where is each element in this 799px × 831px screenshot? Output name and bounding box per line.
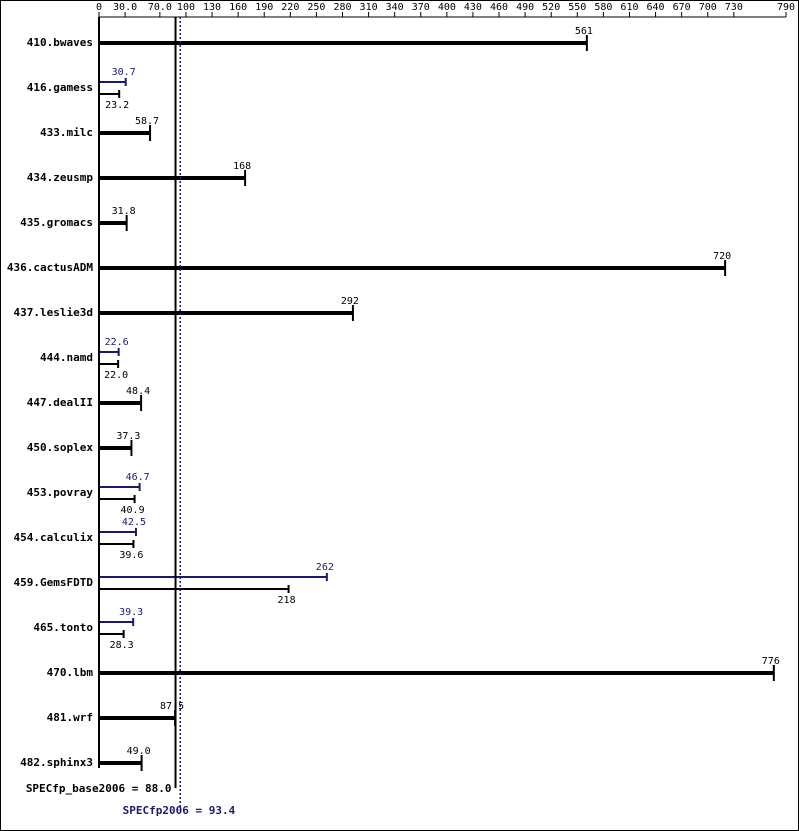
- category-label: 450.soplex: [27, 441, 94, 454]
- category-label: 453.povray: [27, 486, 94, 499]
- value-label: 40.9: [121, 505, 145, 516]
- value-label: 23.2: [105, 100, 129, 111]
- x-tick-label: 550: [568, 2, 586, 13]
- category-label: 434.zeusmp: [27, 171, 94, 184]
- value-label: 168: [233, 161, 251, 172]
- category-label: 481.wrf: [47, 711, 93, 724]
- reference-label: SPECfp_base2006 = 88.0: [26, 782, 172, 795]
- x-tick-label: 520: [542, 2, 560, 13]
- value-label: 58.7: [135, 116, 159, 127]
- value-label: 776: [762, 656, 780, 667]
- value-label: 22.6: [105, 337, 129, 348]
- x-tick-label: 430: [464, 2, 482, 13]
- x-tick-label: 400: [438, 2, 456, 13]
- x-tick-label: 340: [386, 2, 404, 13]
- x-tick-label: 0: [96, 2, 102, 13]
- x-tick-label: 100: [177, 2, 195, 13]
- value-label: 561: [575, 26, 593, 37]
- category-label: 465.tonto: [33, 621, 93, 634]
- value-label: 22.0: [104, 370, 128, 381]
- x-tick-label: 190: [255, 2, 273, 13]
- x-tick-label: 220: [281, 2, 299, 13]
- category-label: 482.sphinx3: [20, 756, 93, 769]
- x-tick-label: 280: [333, 2, 351, 13]
- value-label: 42.5: [122, 517, 146, 528]
- value-label: 49.0: [127, 746, 151, 757]
- value-label: 48.4: [126, 386, 150, 397]
- category-label: 433.milc: [40, 126, 93, 139]
- x-tick-label: 30.0: [113, 2, 137, 13]
- value-label: 39.6: [119, 550, 143, 561]
- value-label: 28.3: [110, 640, 134, 651]
- x-tick-label: 670: [673, 2, 691, 13]
- x-tick-label: 370: [412, 2, 430, 13]
- category-label: 437.leslie3d: [14, 306, 93, 319]
- category-label: 436.cactusADM: [7, 261, 93, 274]
- value-label: 87.5: [160, 701, 184, 712]
- x-tick-label: 160: [229, 2, 247, 13]
- value-label: 46.7: [126, 472, 150, 483]
- category-label: 470.lbm: [47, 666, 94, 679]
- value-label: 37.3: [116, 431, 140, 442]
- value-label: 292: [341, 296, 359, 307]
- x-tick-label: 790: [777, 2, 795, 13]
- category-label: 416.gamess: [27, 81, 93, 94]
- x-tick-label: 490: [516, 2, 534, 13]
- category-label: 447.dealII: [27, 396, 93, 409]
- x-tick-label: 130: [203, 2, 221, 13]
- reference-label: SPECfp2006 = 93.4: [123, 804, 236, 817]
- x-tick-label: 580: [594, 2, 612, 13]
- value-label: 218: [278, 595, 296, 606]
- x-tick-label: 310: [360, 2, 378, 13]
- category-label: 459.GemsFDTD: [14, 576, 94, 589]
- x-tick-label: 250: [307, 2, 325, 13]
- value-label: 39.3: [119, 607, 143, 618]
- value-label: 262: [316, 562, 334, 573]
- x-tick-label: 730: [725, 2, 743, 13]
- category-label: 454.calculix: [14, 531, 94, 544]
- x-tick-label: 610: [620, 2, 638, 13]
- x-tick-label: 640: [647, 2, 665, 13]
- category-label: 444.namd: [40, 351, 93, 364]
- x-tick-label: 700: [699, 2, 717, 13]
- value-label: 30.7: [112, 67, 136, 78]
- x-tick-label: 70.0: [148, 2, 172, 13]
- category-label: 435.gromacs: [20, 216, 93, 229]
- x-tick-label: 460: [490, 2, 508, 13]
- value-label: 31.8: [112, 206, 136, 217]
- value-label: 720: [713, 251, 731, 262]
- category-label: 410.bwaves: [27, 36, 93, 49]
